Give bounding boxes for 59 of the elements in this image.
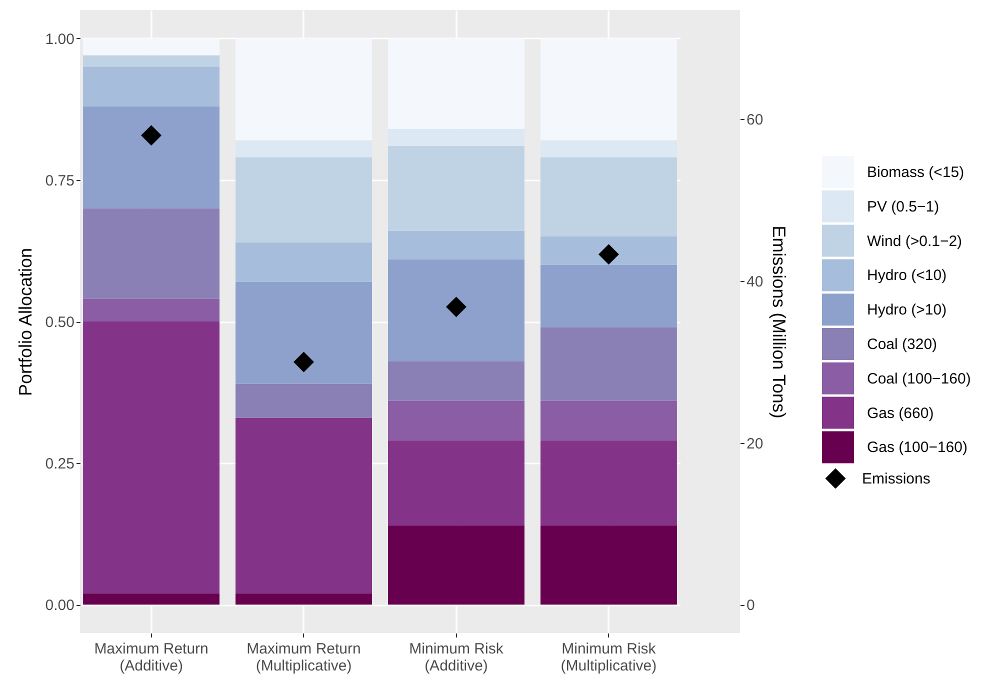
bar [388, 525, 524, 605]
bar [236, 242, 372, 282]
bar [236, 157, 372, 242]
x-tick-label: Maximum Return (Multiplicative) [246, 640, 361, 674]
bar [83, 322, 220, 594]
bar [388, 230, 524, 260]
y-tick-label: 0.00 [45, 597, 74, 614]
bar [388, 146, 524, 231]
bar [388, 440, 524, 526]
legend-label: Wind (>0.1−2) [867, 232, 962, 250]
bar [540, 327, 677, 401]
bar [83, 66, 220, 106]
point [446, 296, 466, 318]
bar [83, 55, 220, 67]
bar [83, 106, 220, 208]
legend-label: Coal (320) [867, 336, 938, 353]
y2-tick-label: 20 [746, 435, 764, 452]
bar [388, 400, 524, 440]
bar [540, 525, 677, 605]
y-tick-label: 0.25 [45, 456, 74, 473]
point [294, 352, 314, 372]
bar [388, 361, 524, 401]
legend-label: Biomass (<15) [867, 164, 964, 181]
bar [540, 400, 677, 440]
point [141, 125, 162, 146]
legend-label: Hydro (>10) [867, 302, 947, 319]
bar [83, 298, 220, 322]
x-tick-label: Minimum Risk (Additive) [409, 640, 504, 674]
bar [236, 418, 372, 594]
legend-label: Coal (100−160) [867, 370, 971, 388]
point [598, 244, 619, 265]
y2-axis-title: Emissions (Million Tons) [769, 226, 790, 418]
bar [540, 440, 677, 526]
bar [236, 384, 372, 418]
bar [540, 157, 677, 237]
legend-label: PV (0.5−1) [867, 198, 940, 216]
bar [83, 593, 220, 605]
bar [236, 140, 372, 158]
y-tick-label: 0.50 [45, 314, 74, 331]
bar [236, 593, 372, 605]
y2-tick-label: 0 [746, 597, 755, 614]
y-tick-label: 0.75 [45, 172, 74, 190]
bar [540, 140, 677, 158]
x-tick-label: Minimum Risk (Multiplicative) [560, 640, 657, 674]
legend-label: Hydro (<10) [867, 267, 947, 284]
x-tick-label: Maximum Return (Additive) [94, 640, 208, 674]
legend-label: Gas (660) [867, 404, 934, 422]
bar [236, 282, 372, 384]
y2-tick-label: 60 [746, 112, 764, 129]
y-axis-title: Portfolio Allocation [15, 248, 36, 396]
legend-label: Emissions [862, 470, 930, 488]
bar [540, 264, 677, 328]
legend-label: Gas (100−160) [867, 439, 968, 456]
y-tick-label: 1.00 [45, 30, 74, 48]
bar [388, 128, 524, 146]
bar [540, 236, 677, 265]
bar [83, 208, 220, 299]
bar [388, 259, 524, 362]
y2-tick-label: 40 [746, 274, 764, 291]
